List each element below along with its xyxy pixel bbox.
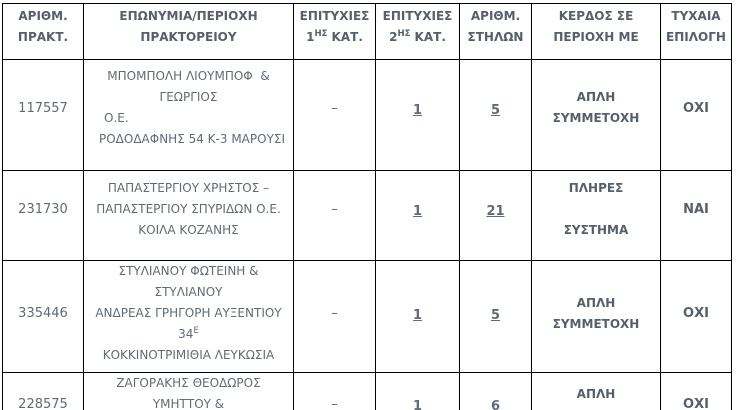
columns-count-cell: 21 xyxy=(459,170,532,261)
address-superscript: Ε xyxy=(193,326,199,336)
header-line: 2ΗΣ ΚΑΤ. xyxy=(376,27,459,48)
profit-type-cell: ΑΠΛΗ ΣΥΜΜΕΤΟΧΗ xyxy=(531,372,661,410)
columns-count-cell: 5 xyxy=(459,260,532,373)
header-line: ΑΡΙΘΜ. xyxy=(470,8,521,23)
agency-address-line: ΚΟΙΛΑ ΚΟΖΑΝΗΣ xyxy=(138,223,239,237)
agency-name-line: ΜΠΟΜΠΟΛΗ ΛΙΟΥΜΠΟΦ & xyxy=(107,69,270,83)
random-selection-cell: ΟΧΙ xyxy=(660,260,732,373)
profit-type-line: ΣΥΜΜΕΤΟΧΗ xyxy=(552,111,640,125)
cat2-successes-link[interactable]: 1 xyxy=(412,204,423,219)
header-cat-superscript: ΗΣ xyxy=(314,28,328,39)
agency-name-line: ΓΕΩΡΓΙΟΣ xyxy=(159,90,218,104)
header-line: ΠΡΑΚΤ. xyxy=(17,29,69,44)
agency-number-cell: 231730 xyxy=(2,170,84,261)
cat2-successes-cell: 1 xyxy=(375,260,460,373)
cat2-successes-link[interactable]: 1 xyxy=(412,308,423,323)
header-line: 1ΗΣ ΚΑΤ. xyxy=(294,27,375,48)
agency-name-text: ΑΝΔΡΕΑΣ ΓΡΗΓΟΡΗ ΑΥΞΕΝΤΙΟΥ 34 xyxy=(95,306,282,341)
profit-type-line: ΑΠΛΗ xyxy=(576,90,616,104)
agency-address-line: ΡΟΔΟΔΑΦΝΗΣ 54 Κ-3 ΜΑΡΟΥΣΙ xyxy=(99,132,286,146)
page-container: ΑΡΙΘΜ. ΠΡΑΚΤ. ΕΠΩΝΥΜΙΑ/ΠΕΡΙΟΧΗ ΠΡΑΚΤΟΡΕΙ… xyxy=(2,3,732,410)
cat1-successes-cell: – xyxy=(293,372,376,410)
profit-type-line: ΣΥΜΜΕΤΟΧΗ xyxy=(552,316,640,331)
header-agency-number: ΑΡΙΘΜ. ΠΡΑΚΤ. xyxy=(2,3,84,60)
cat1-successes-cell: – xyxy=(293,59,376,171)
table-row: 231730 ΠΑΠΑΣΤΕΡΓΙΟΥ ΧΡΗΣΤΟΣ – ΠΑΠΑΣΤΕΡΓΙ… xyxy=(2,170,732,261)
header-cat-number: 2 xyxy=(389,29,398,44)
profit-type-line: ΠΛΗΡΕΣ xyxy=(568,181,624,195)
header-random-selection: ΤΥΧΑΙΑ ΕΠΙΛΟΓΗ xyxy=(660,3,732,60)
columns-count-link[interactable]: 5 xyxy=(490,102,501,118)
header-profit-region: ΚΕΡΔΟΣ ΣΕ ΠΕΡΙΟΧΗ ΜΕ xyxy=(531,3,661,60)
cat2-successes-cell: 1 xyxy=(375,372,460,410)
header-line: ΕΠΙΛΟΓΗ xyxy=(666,29,726,44)
header-line: ΕΠΩΝΥΜΙΑ/ΠΕΡΙΟΧΗ xyxy=(119,8,258,23)
header-successes-cat1: ΕΠΙΤΥΧΙΕΣ 1ΗΣ ΚΑΤ. xyxy=(293,3,376,60)
header-row: ΑΡΙΘΜ. ΠΡΑΚΤ. ΕΠΩΝΥΜΙΑ/ΠΕΡΙΟΧΗ ΠΡΑΚΤΟΡΕΙ… xyxy=(2,3,732,60)
header-agency-name-region: ΕΠΩΝΥΜΙΑ/ΠΕΡΙΟΧΗ ΠΡΑΚΤΟΡΕΙΟΥ xyxy=(83,3,294,60)
header-cat-number: 1 xyxy=(306,29,315,44)
profit-type-line: ΣΥΣΤΗΜΑ xyxy=(563,223,629,237)
header-cat-rest: ΚΑΤ. xyxy=(410,29,446,44)
header-cat-superscript: ΗΣ xyxy=(397,28,411,39)
header-line: ΑΡΙΘΜ. xyxy=(18,8,68,23)
profit-type-line: ΣΥΜΜΕΤΟΧΗ xyxy=(532,405,660,410)
cat2-successes-link[interactable]: 1 xyxy=(412,102,423,118)
columns-count-cell: 5 xyxy=(459,59,532,171)
columns-count-link[interactable]: 5 xyxy=(490,308,501,323)
table-row: 335446 ΣΤΥΛΙΑΝΟΥ ΦΩΤΕΙΝΗ & ΣΤΥΛΙΑΝΟΥ ΑΝΔ… xyxy=(2,260,732,373)
table-row: 117557 ΜΠΟΜΠΟΛΗ ΛΙΟΥΜΠΟΦ & ΓΕΩΡΓΙΟΣ Ο.Ε.… xyxy=(2,59,732,171)
agency-number-cell: 117557 xyxy=(2,59,84,171)
header-line: ΠΕΡΙΟΧΗ ΜΕ xyxy=(553,29,639,44)
random-selection-cell: ΝΑΙ xyxy=(660,170,732,261)
cat2-successes-link[interactable]: 1 xyxy=(412,399,423,410)
cat1-successes-cell: – xyxy=(293,260,376,373)
agency-address-line: ΚΟΚΚΙΝΟΤΡΙΜΙΘΙΑ ΛΕΥΚΩΣΙΑ xyxy=(102,348,275,362)
header-line: ΕΠΙΤΥΧΙΕΣ xyxy=(299,8,370,23)
header-line: ΚΕΡΔΟΣ ΣΕ xyxy=(558,8,634,23)
header-line: ΣΤΗΛΩΝ xyxy=(467,29,524,44)
agency-name-cell: ΜΠΟΜΠΟΛΗ ΛΙΟΥΜΠΟΦ & ΓΕΩΡΓΙΟΣ Ο.Ε. ΡΟΔΟΔΑ… xyxy=(83,59,294,171)
agencies-results-table: ΑΡΙΘΜ. ΠΡΑΚΤ. ΕΠΩΝΥΜΙΑ/ΠΕΡΙΟΧΗ ΠΡΑΚΤΟΡΕΙ… xyxy=(2,3,732,410)
agency-number-cell: 228575 xyxy=(2,372,84,410)
profit-type-line: ΑΠΛΗ xyxy=(576,295,616,310)
random-selection-cell: ΟΧΙ xyxy=(660,372,732,410)
agency-name-line: ΠΑΠΑΣΤΕΡΓΙΟΥ ΧΡΗΣΤΟΣ – xyxy=(107,181,270,195)
agency-name-cell: ΠΑΠΑΣΤΕΡΓΙΟΥ ΧΡΗΣΤΟΣ – ΠΑΠΑΣΤΕΡΓΙΟΥ ΣΠΥΡ… xyxy=(83,170,294,261)
columns-count-link[interactable]: 21 xyxy=(486,204,505,219)
header-successes-cat2: ΕΠΙΤΥΧΙΕΣ 2ΗΣ ΚΑΤ. xyxy=(375,3,460,60)
header-columns-count: ΑΡΙΘΜ. ΣΤΗΛΩΝ xyxy=(459,3,532,60)
random-selection-cell: ΟΧΙ xyxy=(660,59,732,171)
agency-name-line: ΖΑΓΟΡΑΚΗΣ ΘΕΟΔΩΡΟΣ ΥΜΗΤΤΟΥ & xyxy=(116,376,261,410)
table-row: 228575 ΖΑΓΟΡΑΚΗΣ ΘΕΟΔΩΡΟΣ ΥΜΗΤΤΟΥ & ΔΙΟΓ… xyxy=(2,372,732,410)
agency-name-cell: ΖΑΓΟΡΑΚΗΣ ΘΕΟΔΩΡΟΣ ΥΜΗΤΤΟΥ & ΔΙΟΓΕΝΟΥΣ 3… xyxy=(83,372,294,410)
profit-type-line: ΑΠΛΗ xyxy=(576,386,616,401)
columns-count-cell: 6 xyxy=(459,372,532,410)
cat1-successes-cell: – xyxy=(293,170,376,261)
header-line: ΤΥΧΑΙΑ xyxy=(671,8,721,23)
agency-name-cell: ΣΤΥΛΙΑΝΟΥ ΦΩΤΕΙΝΗ & ΣΤΥΛΙΑΝΟΥ ΑΝΔΡΕΑΣ ΓΡ… xyxy=(83,260,294,373)
header-cat-rest: ΚΑΤ. xyxy=(327,29,363,44)
profit-type-cell: ΑΠΛΗ ΣΥΜΜΕΤΟΧΗ xyxy=(531,59,661,171)
header-line: ΠΡΑΚΤΟΡΕΙΟΥ xyxy=(140,29,237,44)
cat2-successes-cell: 1 xyxy=(375,170,460,261)
profit-type-cell: ΠΛΗΡΕΣ ΣΥΣΤΗΜΑ xyxy=(531,170,661,261)
agency-name-line: ΑΝΔΡΕΑΣ ΓΡΗΓΟΡΗ ΑΥΞΕΝΤΙΟΥ 34Ε xyxy=(90,303,287,345)
header-line: ΕΠΙΤΥΧΙΕΣ xyxy=(382,8,453,23)
agency-name-line: Ο.Ε. xyxy=(104,111,129,125)
agency-number-cell: 335446 xyxy=(2,260,84,373)
agency-name-line: ΠΑΠΑΣΤΕΡΓΙΟΥ ΣΠΥΡΙΔΩΝ Ο.Ε. xyxy=(96,202,281,216)
profit-type-cell: ΑΠΛΗ ΣΥΜΜΕΤΟΧΗ xyxy=(531,260,661,373)
columns-count-link[interactable]: 6 xyxy=(490,399,501,410)
agency-name-line: ΣΤΥΛΙΑΝΟΥ ΦΩΤΕΙΝΗ & ΣΤΥΛΙΑΝΟΥ xyxy=(118,264,259,299)
cat2-successes-cell: 1 xyxy=(375,59,460,171)
